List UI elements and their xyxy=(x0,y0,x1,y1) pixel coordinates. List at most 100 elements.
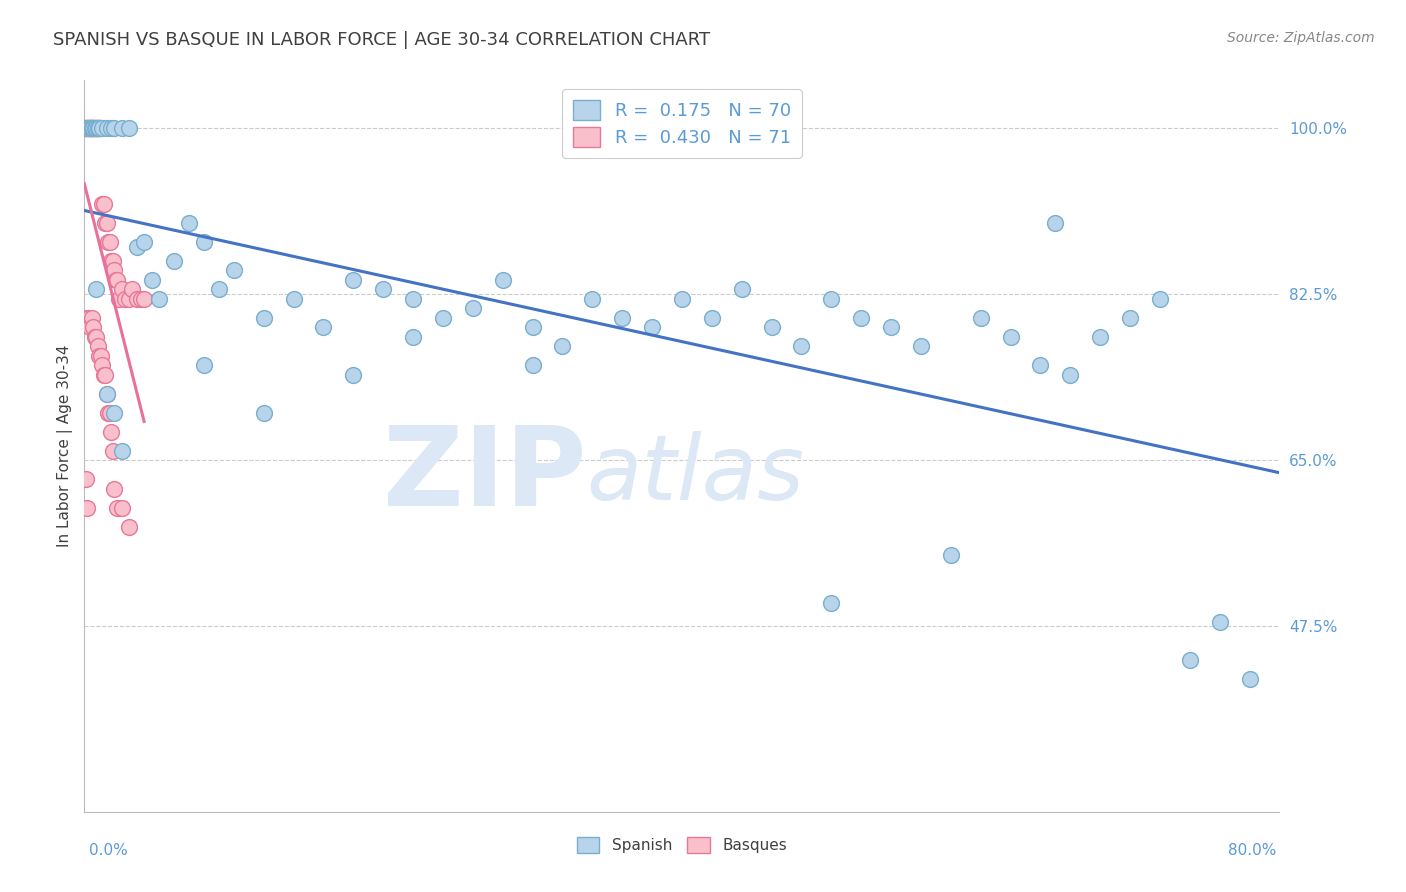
Point xyxy=(87,120,110,135)
Point xyxy=(105,500,128,515)
Point xyxy=(132,292,156,306)
Point xyxy=(80,310,103,325)
Point xyxy=(939,548,962,562)
Point xyxy=(851,310,873,325)
Point xyxy=(75,472,97,486)
Text: ZIP: ZIP xyxy=(382,422,586,529)
Point xyxy=(731,282,754,296)
Point xyxy=(80,120,103,135)
Point xyxy=(1239,672,1261,686)
Point xyxy=(107,292,129,306)
Point xyxy=(141,273,163,287)
Point xyxy=(581,292,603,306)
Point xyxy=(100,120,122,135)
Point xyxy=(94,216,117,230)
Point xyxy=(111,282,134,296)
Point xyxy=(87,120,110,135)
Point xyxy=(103,482,125,496)
Point xyxy=(89,120,111,135)
Point xyxy=(76,120,98,135)
Point xyxy=(253,310,276,325)
Point xyxy=(91,358,114,372)
Point xyxy=(96,386,118,401)
Point xyxy=(93,368,115,382)
Point xyxy=(93,196,115,211)
Point xyxy=(83,120,105,135)
Point xyxy=(75,120,97,135)
Point xyxy=(76,310,98,325)
Point xyxy=(148,292,170,306)
Point xyxy=(79,120,101,135)
Point xyxy=(1029,358,1052,372)
Point xyxy=(104,273,127,287)
Point xyxy=(76,120,98,135)
Point xyxy=(970,310,993,325)
Point xyxy=(73,120,96,135)
Point xyxy=(820,596,842,610)
Point xyxy=(125,292,148,306)
Point xyxy=(96,216,118,230)
Point xyxy=(1045,216,1067,230)
Point xyxy=(94,368,117,382)
Point xyxy=(77,120,100,135)
Point xyxy=(1178,653,1201,667)
Point xyxy=(86,282,108,296)
Point xyxy=(1090,330,1112,344)
Point xyxy=(97,235,120,249)
Point xyxy=(118,520,141,534)
Point xyxy=(222,263,245,277)
Point xyxy=(114,292,136,306)
Point xyxy=(90,349,112,363)
Point xyxy=(83,330,105,344)
Point xyxy=(820,292,842,306)
Point xyxy=(761,320,783,334)
Point xyxy=(76,120,98,135)
Point xyxy=(86,120,108,135)
Point xyxy=(100,425,122,439)
Point xyxy=(1059,368,1081,382)
Point xyxy=(87,120,110,135)
Point xyxy=(103,263,125,277)
Point xyxy=(177,216,200,230)
Point xyxy=(312,320,335,334)
Point xyxy=(1209,615,1232,629)
Point xyxy=(90,120,112,135)
Point xyxy=(163,253,186,268)
Point xyxy=(87,339,110,353)
Text: Source: ZipAtlas.com: Source: ZipAtlas.com xyxy=(1227,31,1375,45)
Point xyxy=(89,349,111,363)
Point xyxy=(342,273,364,287)
Point xyxy=(402,330,425,344)
Point xyxy=(432,310,454,325)
Point xyxy=(80,120,103,135)
Point xyxy=(253,406,276,420)
Point xyxy=(101,253,124,268)
Point xyxy=(492,273,515,287)
Point xyxy=(118,292,141,306)
Point xyxy=(118,120,141,135)
Point xyxy=(98,406,121,420)
Point xyxy=(86,120,108,135)
Point xyxy=(910,339,932,353)
Text: 0.0%: 0.0% xyxy=(89,843,128,858)
Point xyxy=(522,358,544,372)
Point xyxy=(76,500,98,515)
Point xyxy=(91,196,114,211)
Text: SPANISH VS BASQUE IN LABOR FORCE | AGE 30-34 CORRELATION CHART: SPANISH VS BASQUE IN LABOR FORCE | AGE 3… xyxy=(53,31,710,49)
Point xyxy=(208,282,231,296)
Point xyxy=(1119,310,1142,325)
Point xyxy=(91,120,114,135)
Point xyxy=(101,443,124,458)
Point xyxy=(193,235,215,249)
Point xyxy=(73,120,96,135)
Point xyxy=(80,120,103,135)
Point xyxy=(612,310,634,325)
Point xyxy=(82,120,104,135)
Point xyxy=(111,443,134,458)
Point xyxy=(73,120,96,135)
Point xyxy=(125,239,148,253)
Point xyxy=(129,292,152,306)
Text: atlas: atlas xyxy=(586,431,804,519)
Point xyxy=(79,120,101,135)
Point xyxy=(89,120,111,135)
